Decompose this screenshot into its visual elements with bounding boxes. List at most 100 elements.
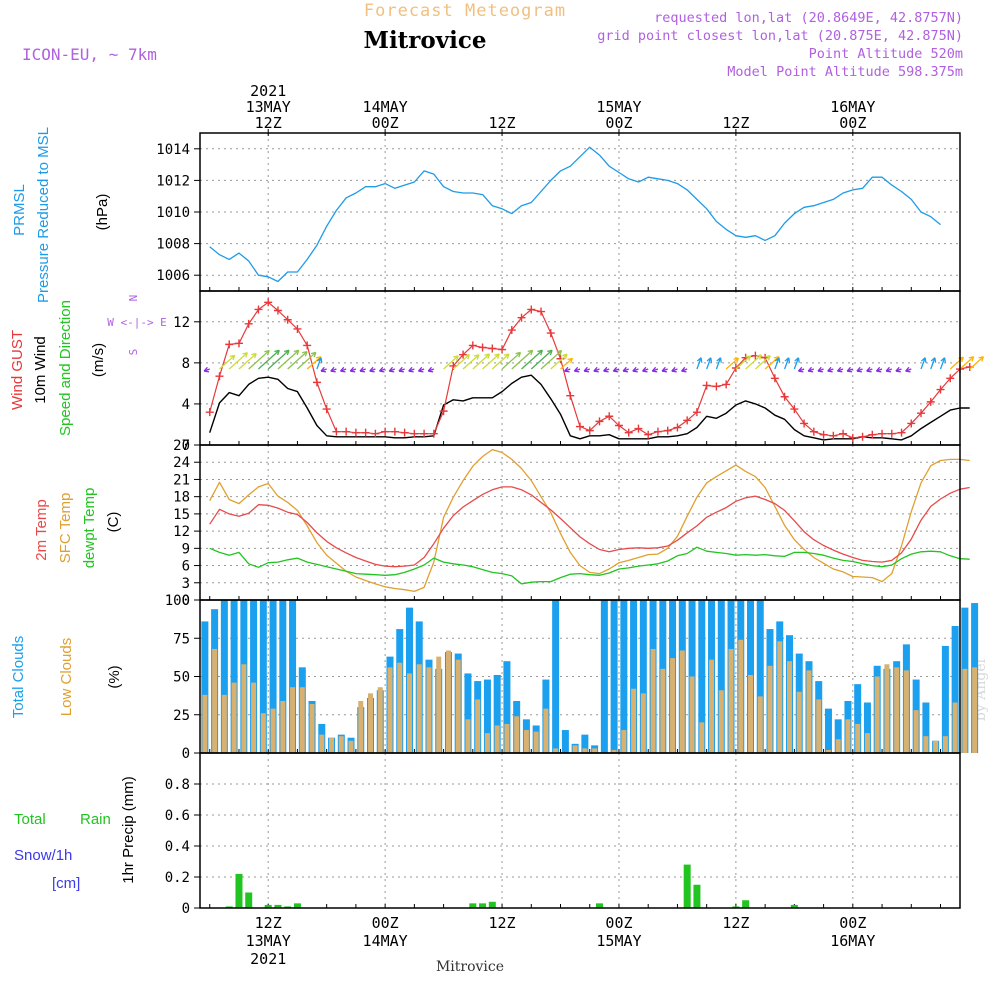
gust-marker bbox=[585, 426, 594, 435]
x-top-label: 2021 bbox=[250, 82, 286, 100]
low-cloud-bar bbox=[514, 716, 520, 753]
low-cloud-bar bbox=[670, 658, 676, 753]
low-cloud-bar bbox=[572, 745, 578, 753]
wind-arrow-head bbox=[283, 349, 290, 356]
gust-marker bbox=[722, 380, 731, 389]
wind-arrow-head bbox=[583, 366, 590, 373]
x-bottom-label: 15MAY bbox=[596, 932, 641, 950]
wind-arrow-head bbox=[330, 366, 336, 373]
gust-marker bbox=[546, 329, 555, 338]
x-top-label: 13MAY bbox=[246, 98, 291, 116]
wind-arrow-head bbox=[756, 354, 763, 360]
wind-arrow-head bbox=[547, 349, 553, 356]
wind-arrow bbox=[764, 356, 780, 370]
wind-arrow-head bbox=[484, 353, 491, 359]
wind-arrow bbox=[521, 349, 543, 370]
gust-marker bbox=[273, 306, 282, 315]
wind-arrow-head bbox=[316, 357, 323, 363]
temp-unit-label: (C) bbox=[105, 512, 122, 533]
low-cloud-bar bbox=[825, 749, 831, 753]
gust-marker bbox=[215, 372, 224, 381]
gust-marker bbox=[653, 427, 662, 436]
low-cloud-bar bbox=[864, 733, 870, 753]
wind-arrow-head bbox=[733, 357, 739, 363]
x-bottom-label: 00Z bbox=[839, 914, 866, 932]
gust-marker bbox=[946, 374, 955, 383]
wind-arrow-head bbox=[398, 366, 405, 373]
rain-label: Rain bbox=[80, 811, 111, 828]
wind-arrow bbox=[452, 354, 470, 370]
wind-arrow-head bbox=[794, 357, 800, 363]
low-cloud-bar bbox=[972, 667, 978, 753]
gust-marker bbox=[800, 419, 809, 428]
y-tick-label: 0 bbox=[182, 746, 190, 762]
wind-speed-dir-label: Speed and Direction bbox=[57, 300, 74, 436]
low-cloud-bar bbox=[270, 708, 276, 753]
low-cloud-bar bbox=[319, 734, 325, 753]
gust-marker bbox=[322, 405, 331, 414]
rain-bar bbox=[595, 903, 603, 908]
y-tick-label: 27 bbox=[173, 438, 190, 454]
wind-arrow-head bbox=[885, 366, 892, 373]
low-cloud-bar bbox=[962, 668, 968, 753]
wind-arrow-head bbox=[875, 366, 882, 373]
low-cloud-bar bbox=[533, 731, 539, 753]
gust-marker bbox=[770, 374, 779, 383]
low-cloud-bar bbox=[387, 667, 393, 753]
point-altitude: Point Altitude 520m bbox=[809, 46, 963, 62]
gust-marker bbox=[205, 408, 214, 417]
gust-marker bbox=[264, 298, 273, 307]
wind-arrow-head bbox=[968, 356, 975, 362]
gust-marker bbox=[663, 426, 672, 435]
total-cloud-bar bbox=[834, 719, 842, 753]
y-tick-label: 4 bbox=[182, 397, 190, 413]
wind-arrow-head bbox=[417, 366, 424, 373]
dewpt-temp-label: dewpt Temp bbox=[81, 488, 98, 569]
wind-arrow-head bbox=[379, 366, 385, 373]
gust-marker bbox=[712, 382, 721, 391]
gust-marker bbox=[371, 429, 380, 438]
y-tick-label: 100 bbox=[165, 593, 190, 609]
y-tick-label: 0 bbox=[182, 438, 190, 454]
requested-coords: requested lon,lat (20.8649E, 42.8757N) bbox=[654, 10, 963, 26]
low-clouds-label: Low Clouds bbox=[58, 638, 75, 716]
y-tick-label: 15 bbox=[173, 507, 190, 523]
low-cloud-bar bbox=[650, 648, 656, 753]
total-cloud-bar bbox=[259, 600, 267, 753]
panel-frame bbox=[199, 290, 961, 446]
gust-marker bbox=[332, 427, 341, 436]
rain-bar bbox=[479, 903, 487, 908]
y-tick-label: 1008 bbox=[156, 237, 190, 253]
y-tick-label: 50 bbox=[173, 670, 190, 686]
x-top-label: 12Z bbox=[489, 114, 516, 132]
low-cloud-bar bbox=[406, 673, 412, 753]
wind-arrow-head bbox=[661, 366, 668, 373]
wind-10m-label: 10m Wind bbox=[32, 336, 49, 404]
low-cloud-bar bbox=[280, 700, 286, 753]
y-tick-label: 0.4 bbox=[165, 839, 190, 855]
snow-unit-label: [cm] bbox=[52, 875, 80, 892]
gust-marker bbox=[809, 427, 818, 436]
x-bottom-label: 14MAY bbox=[363, 932, 408, 950]
wind-arrow-head bbox=[696, 357, 703, 363]
compass-north: N bbox=[127, 295, 140, 302]
y-tick-label: 3 bbox=[182, 576, 190, 592]
wind-arrow-head bbox=[622, 366, 629, 373]
gust-marker bbox=[887, 429, 896, 438]
low-cloud-bar bbox=[631, 688, 637, 753]
low-cloud-bar bbox=[299, 687, 305, 753]
wind-arrow-head bbox=[340, 366, 346, 373]
gust-marker bbox=[839, 429, 848, 438]
gust-marker bbox=[507, 326, 516, 335]
y-tick-label: 12 bbox=[173, 524, 190, 540]
total-cloud-bar bbox=[581, 734, 589, 753]
x-top-label: 00Z bbox=[372, 114, 399, 132]
low-cloud-bar bbox=[845, 719, 851, 753]
low-cloud-bar bbox=[767, 665, 773, 753]
wind-arrow bbox=[501, 351, 521, 370]
y-tick-label: 1014 bbox=[156, 142, 190, 158]
wind-unit-label: (m/s) bbox=[90, 343, 107, 377]
precip-panel-labels: Total Rain Snow/1h [cm] 1hr Precip (mm) bbox=[14, 776, 137, 892]
gust-marker bbox=[459, 350, 468, 359]
